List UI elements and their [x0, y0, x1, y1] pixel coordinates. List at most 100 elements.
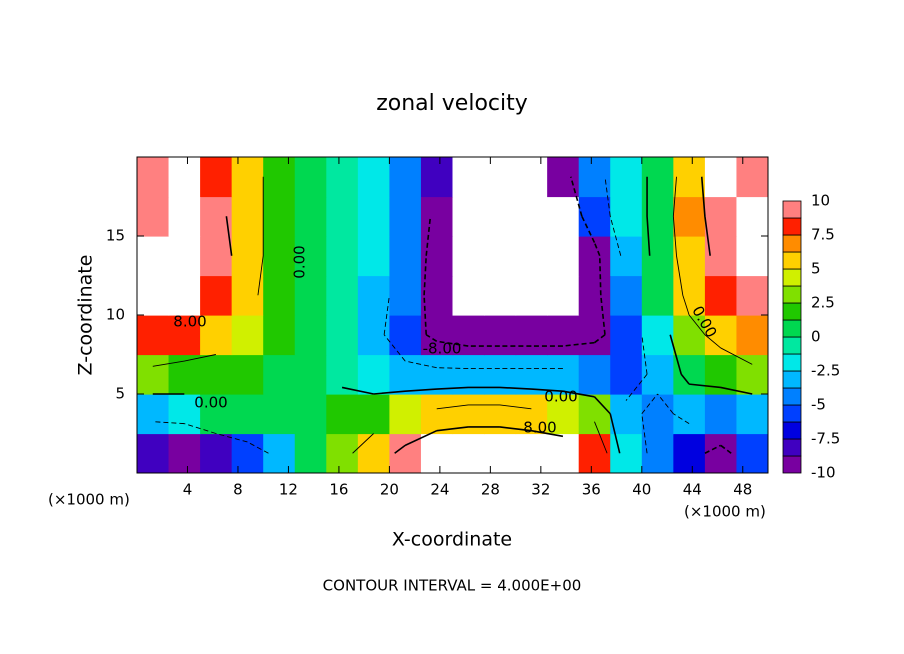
- cell: [515, 157, 548, 198]
- cell: [547, 196, 580, 237]
- cell: [294, 433, 327, 473]
- colorbar-label: -2.5: [811, 362, 840, 380]
- cell: [263, 275, 296, 316]
- cell: [263, 315, 296, 356]
- y-tick-label: 10: [106, 306, 125, 324]
- cell: [673, 394, 706, 435]
- colorbar-box: [782, 438, 802, 457]
- cell: [484, 236, 517, 277]
- colorbar-box: [782, 387, 802, 406]
- contour-label: 8.00: [523, 419, 556, 437]
- cell: [610, 354, 643, 395]
- cell: [200, 275, 233, 316]
- colorbar-label: -7.5: [811, 430, 840, 448]
- cell: [673, 157, 706, 198]
- cell: [294, 196, 327, 237]
- colorbar-box: [782, 421, 802, 440]
- contour-line: [423, 176, 732, 454]
- contour-label: 0.00: [544, 388, 577, 406]
- colorbar-label: 5: [811, 260, 821, 278]
- cell: [704, 354, 738, 395]
- cell: [578, 433, 611, 473]
- cell: [357, 275, 390, 316]
- x-tick-label: 24: [430, 481, 449, 499]
- cell: [641, 236, 674, 277]
- cell: [547, 236, 580, 277]
- cell: [231, 236, 264, 277]
- footer: CONTOUR INTERVAL = 4.000E+00: [323, 577, 582, 595]
- cell: [294, 394, 327, 435]
- field: [137, 157, 768, 473]
- cell: [704, 394, 738, 435]
- cell: [200, 315, 233, 356]
- cell: [357, 315, 390, 356]
- cell: [515, 236, 548, 277]
- contour-label: 0.00: [291, 245, 309, 278]
- cell: [294, 157, 327, 198]
- cell: [578, 236, 611, 277]
- cell: [357, 157, 390, 198]
- colorbar-box: [782, 302, 802, 321]
- y-axis-label: Z-coordinate: [75, 255, 97, 376]
- cell: [578, 196, 611, 237]
- cell: [673, 354, 706, 395]
- cell: [547, 315, 580, 356]
- cell: [673, 196, 706, 237]
- cell: [200, 354, 233, 395]
- contour-line: [152, 176, 753, 454]
- cell: [326, 236, 359, 277]
- cell: [200, 433, 233, 473]
- cell: [420, 433, 454, 473]
- cell: [610, 315, 643, 356]
- cell: [326, 394, 359, 435]
- cell: [736, 275, 768, 316]
- cell: [263, 394, 296, 435]
- cell: [420, 157, 454, 198]
- cell: [357, 236, 390, 277]
- contour-line: [152, 176, 690, 454]
- cell: [168, 394, 201, 435]
- cell: [137, 236, 170, 277]
- contour-label: 0.00: [194, 394, 227, 412]
- cell: [736, 315, 768, 356]
- x-tick-label: 44: [683, 481, 702, 499]
- cell: [263, 354, 296, 395]
- colorbar-label: 10: [811, 192, 830, 210]
- cell: [515, 196, 548, 237]
- colorbar-box: [782, 285, 802, 304]
- contours: [152, 176, 753, 454]
- cell: [200, 157, 233, 198]
- cell: [326, 354, 359, 395]
- contour-line: [152, 176, 753, 454]
- cell: [294, 354, 327, 395]
- colorbar-label: 2.5: [811, 294, 835, 312]
- cell: [515, 433, 548, 473]
- cell: [420, 275, 454, 316]
- cell: [452, 196, 485, 237]
- cell: [641, 275, 674, 316]
- cell: [357, 394, 390, 435]
- cell: [673, 275, 706, 316]
- x-tick-label: 36: [582, 481, 601, 499]
- cell: [294, 236, 327, 277]
- x-tick-label: 48: [733, 481, 752, 499]
- cell: [578, 275, 611, 316]
- cell: [736, 394, 768, 435]
- colorbar-box: [782, 217, 802, 236]
- cell: [389, 394, 422, 435]
- cell: [200, 394, 233, 435]
- cell: [326, 315, 359, 356]
- cell: [484, 196, 517, 237]
- cell: [137, 394, 170, 435]
- cell: [515, 315, 548, 356]
- x-tick-label: 40: [632, 481, 651, 499]
- cell: [641, 433, 674, 473]
- colorbar-label: 7.5: [811, 226, 835, 244]
- colorbar-box: [782, 353, 802, 372]
- cell: [641, 315, 674, 356]
- cell: [578, 315, 611, 356]
- cell: [357, 354, 390, 395]
- cell: [515, 394, 548, 435]
- cell: [736, 196, 768, 237]
- cell: [673, 433, 706, 473]
